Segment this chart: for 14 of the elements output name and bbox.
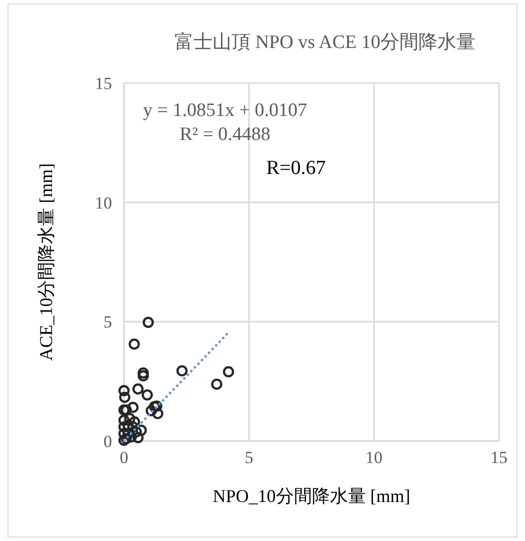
annotation: y = 1.0851x + 0.0107 <box>143 100 307 121</box>
x-tick-label: 10 <box>366 448 382 467</box>
y-tick-label: 15 <box>95 74 112 93</box>
y-axis-title: ACE_10分間降水量 [mm] <box>36 163 56 361</box>
chart-title: 富士山頂 NPO vs ACE 10分間降水量 <box>174 31 476 53</box>
y-tick-label: 5 <box>104 312 112 332</box>
x-tick-label: 5 <box>244 448 254 467</box>
y-tick-label: 10 <box>95 193 112 212</box>
x-tick-label: 0 <box>120 448 128 467</box>
annotation: R² = 0.4488 <box>180 124 270 145</box>
x-tick-label: 15 <box>490 448 508 467</box>
y-tick-label: 0 <box>104 432 112 451</box>
x-axis-title: NPO_10分間降水量 [mm] <box>212 486 410 506</box>
annotation: R=0.67 <box>266 157 326 179</box>
